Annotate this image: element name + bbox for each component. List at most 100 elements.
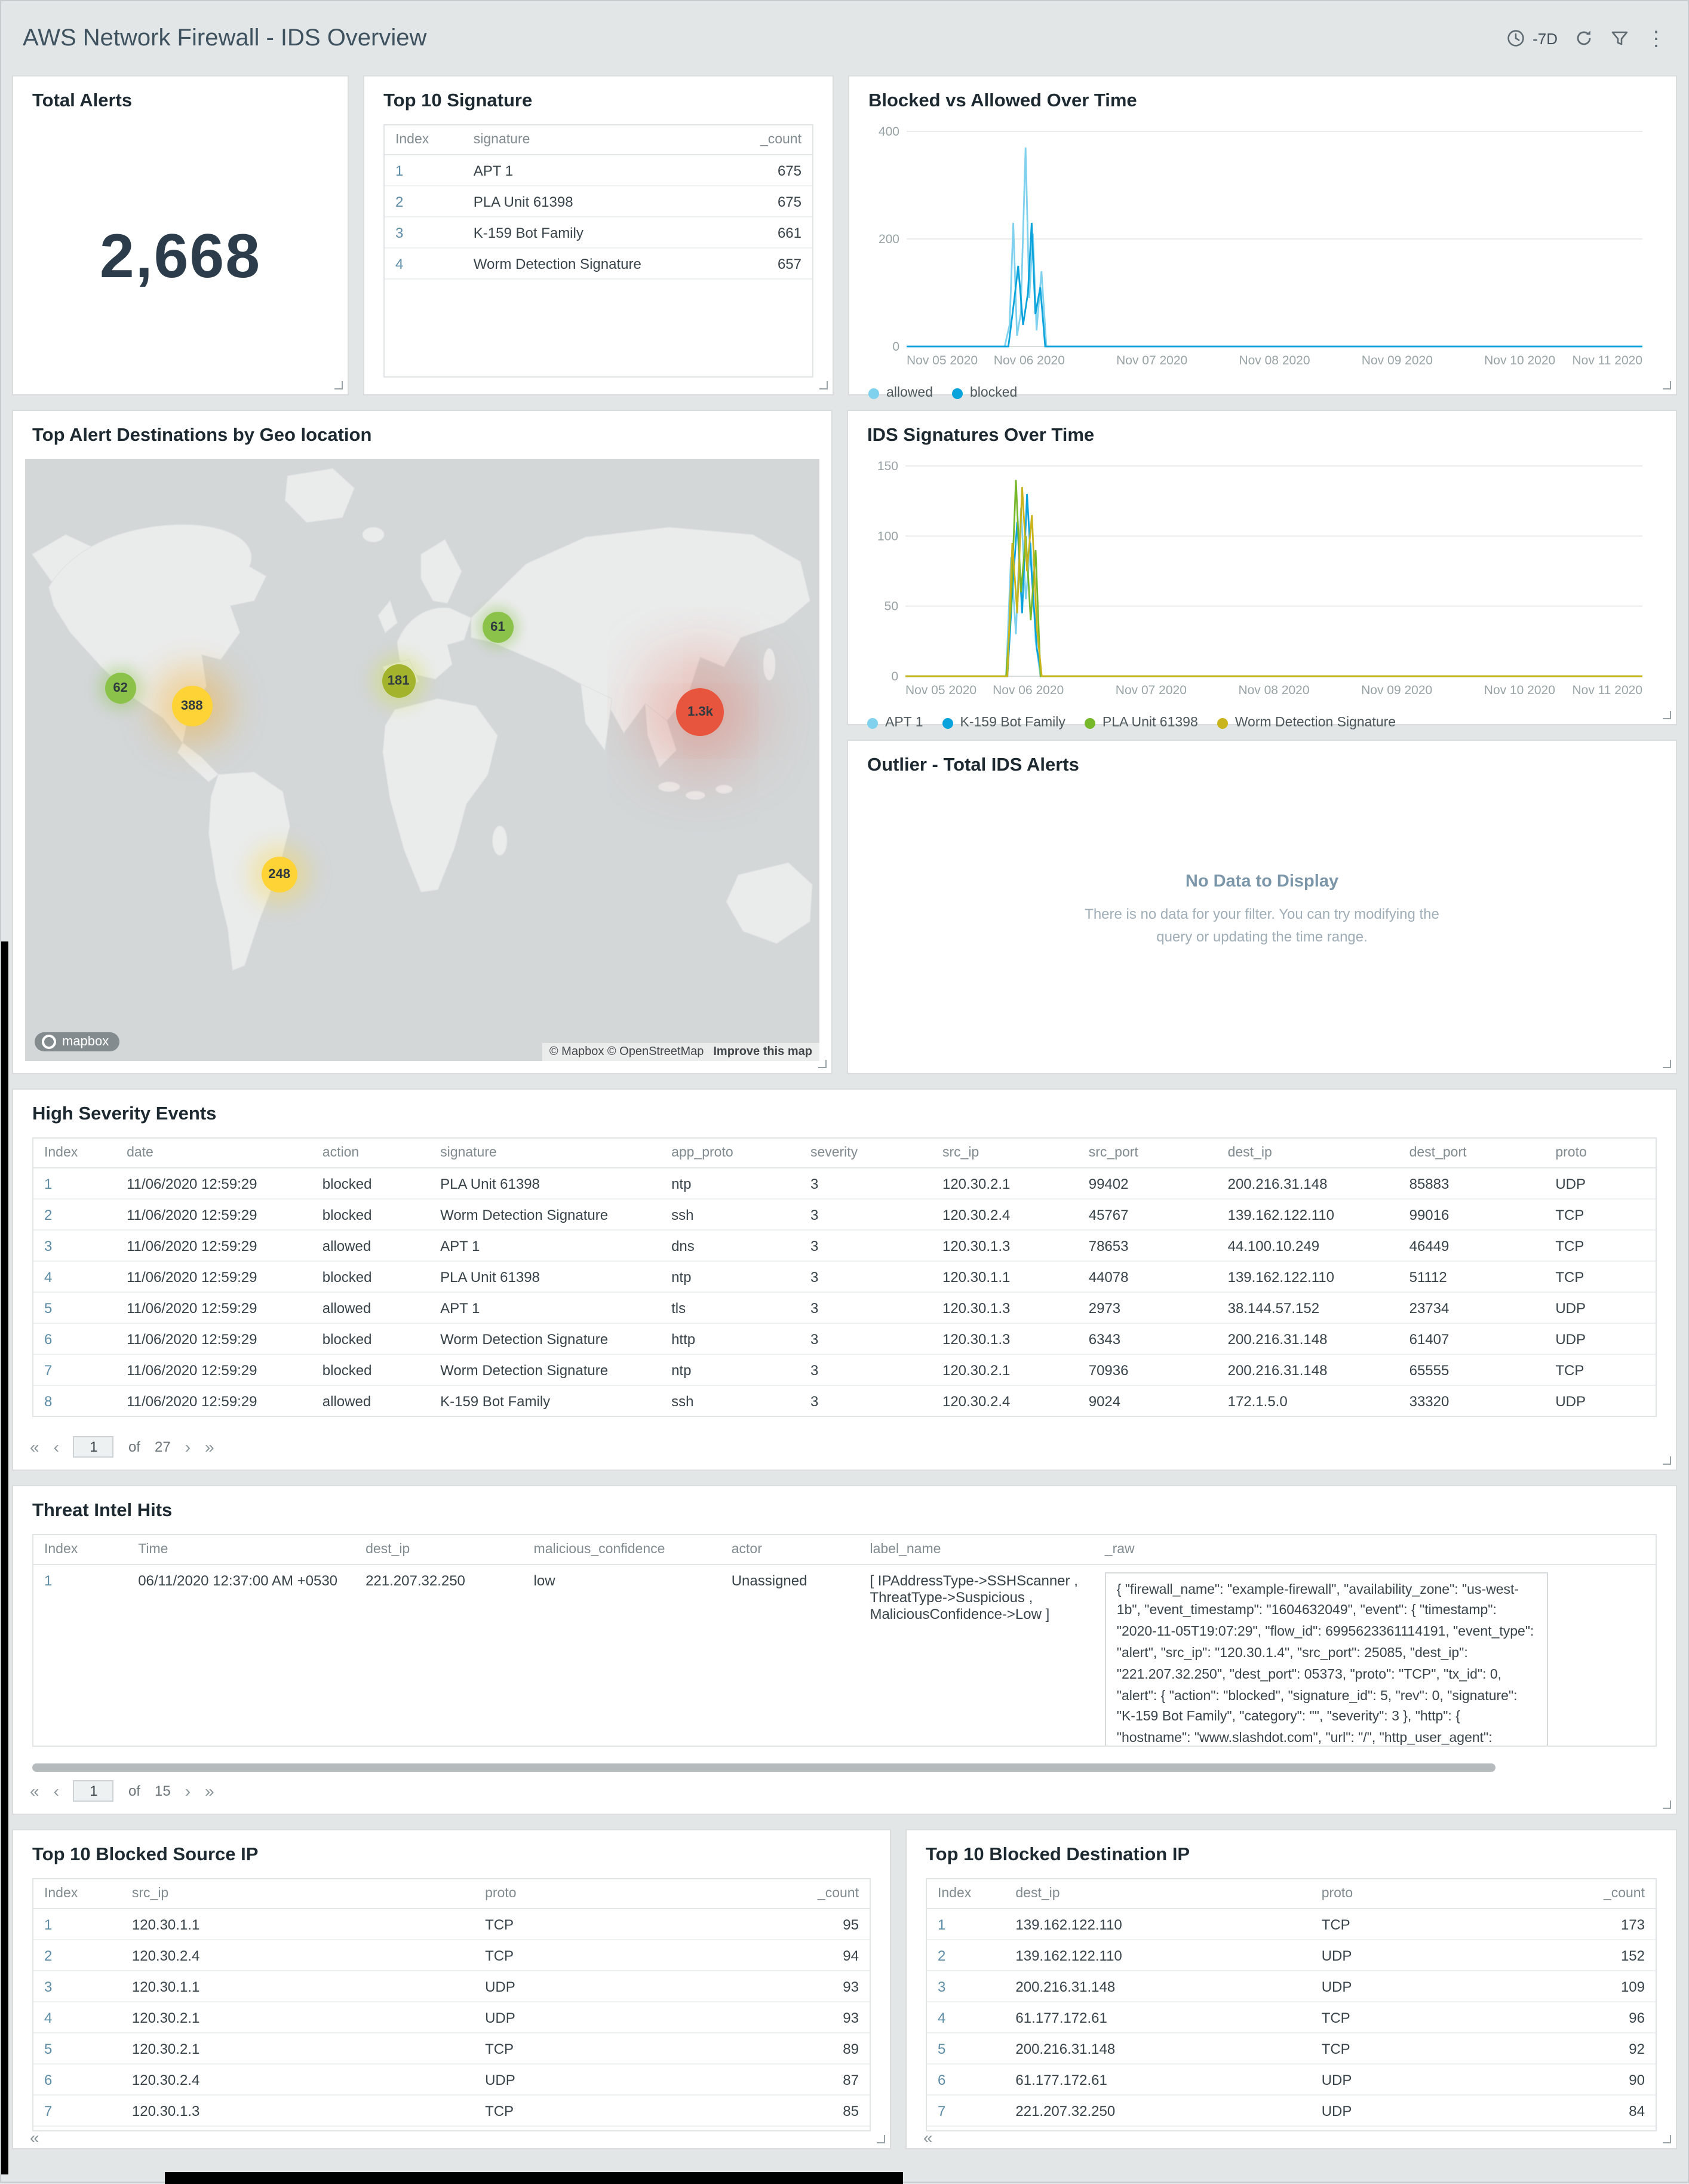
table-cell: 3 <box>799 1261 932 1293</box>
column-header[interactable]: severity <box>799 1139 932 1168</box>
geo-bubble[interactable]: 181 <box>382 664 416 698</box>
time-range-icon[interactable] <box>1506 29 1525 48</box>
table-cell: TCP <box>474 1940 699 1971</box>
map[interactable]: mapbox © Mapbox © OpenStreetMap Improve … <box>25 459 819 1061</box>
filter-icon[interactable] <box>1610 29 1629 48</box>
table-row: 4 120.30.2.1 UDP 93 <box>33 2002 870 2033</box>
time-range-label[interactable]: -7D <box>1533 29 1558 47</box>
table-cell: 139.162.122.110 <box>1005 1909 1311 1940</box>
legend-item[interactable]: allowed <box>868 386 933 400</box>
refresh-icon[interactable] <box>1574 29 1593 48</box>
table-cell: 99016 <box>1398 1199 1545 1231</box>
improve-map-link[interactable]: Improve this map <box>713 1045 812 1059</box>
column-header[interactable]: _count <box>698 1879 870 1909</box>
table-cell: 33320 <box>1398 1385 1545 1416</box>
panel-blocked-vs-allowed: Blocked vs Allowed Over Time 0 200 400 Nov … <box>848 75 1677 400</box>
legend-item[interactable]: blocked <box>952 386 1017 400</box>
table-cell: Worm Detection Signature <box>429 1323 661 1355</box>
page-title: AWS Network Firewall - IDS Overview <box>23 24 427 51</box>
legend-item[interactable]: PLA Unit 61398 <box>1084 716 1198 730</box>
first-page-button[interactable]: « <box>30 2128 39 2147</box>
column-header[interactable]: Index <box>33 1879 121 1909</box>
column-header[interactable]: proto <box>474 1879 699 1909</box>
first-page-button[interactable]: « <box>30 1437 39 1456</box>
table-cell: 44078 <box>1077 1261 1217 1293</box>
geo-bubble[interactable]: 61 <box>482 612 514 643</box>
column-header[interactable]: _count <box>1506 1879 1656 1909</box>
no-data-title: No Data to Display <box>1185 872 1339 891</box>
column-header[interactable]: app_proto <box>661 1139 800 1168</box>
svg-text:Nov 07 2020: Nov 07 2020 <box>1116 354 1187 367</box>
table-cell: UDP <box>1310 1971 1506 2002</box>
table-cell: TCP <box>1310 2033 1506 2065</box>
page-of-label: of <box>128 1438 140 1455</box>
table-cell: 9024 <box>1077 1385 1217 1416</box>
kebab-menu-icon[interactable]: ⋮ <box>1646 27 1666 50</box>
column-header[interactable]: dest_ip <box>355 1535 523 1565</box>
table-cell: 11/06/2020 12:59:29 <box>116 1168 312 1200</box>
table-cell: blocked <box>311 1323 430 1355</box>
geo-bubble[interactable]: 388 <box>171 685 213 726</box>
column-header[interactable]: src_port <box>1077 1139 1217 1168</box>
table-cell: dns <box>661 1230 800 1262</box>
panel-threat-intel: Threat Intel Hits Index Time dest_ip malici… <box>12 1485 1677 1815</box>
column-header[interactable]: label_name <box>859 1535 1094 1565</box>
page-of-label: of <box>128 1783 140 1799</box>
prev-page-button[interactable]: ‹ <box>53 1437 59 1456</box>
column-header[interactable]: dest_port <box>1398 1139 1545 1168</box>
table-cell: TCP <box>1310 1909 1506 1940</box>
first-page-button[interactable]: « <box>30 1781 39 1800</box>
column-header[interactable]: action <box>311 1139 430 1168</box>
panel-ids-signatures: IDS Signatures Over Time 0 50 100 150 Nov 05… <box>847 410 1677 730</box>
column-header[interactable]: dest_ip <box>1217 1139 1399 1168</box>
table-cell: 85 <box>698 2095 870 2127</box>
column-header[interactable]: Time <box>127 1535 355 1565</box>
table-cell: 3 <box>927 1971 1005 2002</box>
column-header[interactable]: Index <box>33 1139 116 1168</box>
column-header[interactable]: malicious_confidence <box>523 1535 721 1565</box>
current-page-input[interactable]: 1 <box>73 1780 114 1802</box>
next-page-button[interactable]: › <box>185 1781 191 1800</box>
blocked-destination-table: Index dest_ip proto _count 1 139.162.122.110 T… <box>926 1878 1657 2131</box>
column-header[interactable]: date <box>116 1139 312 1168</box>
prev-page-button[interactable]: ‹ <box>53 1781 59 1800</box>
threat-intel-table: Index Time dest_ip malicious_confidence acto… <box>32 1534 1657 1747</box>
last-page-button[interactable]: » <box>205 1781 214 1800</box>
column-header[interactable]: Index <box>927 1879 1005 1909</box>
mapbox-logo[interactable]: mapbox <box>35 1032 120 1051</box>
table-cell: allowed <box>311 1385 430 1416</box>
table-cell: 96 <box>1506 2002 1656 2033</box>
column-header[interactable]: dest_ip <box>1005 1879 1311 1909</box>
column-header[interactable]: src_ip <box>931 1139 1078 1168</box>
first-page-button[interactable]: « <box>923 2128 933 2147</box>
ids-signatures-chart[interactable]: 0 50 100 150 Nov 05 2020 Nov 06 2020 Nov 07 20… <box>865 456 1659 706</box>
column-header[interactable]: proto <box>1544 1139 1656 1168</box>
geo-bubble[interactable]: 62 <box>105 672 136 704</box>
column-header[interactable]: src_ip <box>121 1879 475 1909</box>
blocked-allowed-chart[interactable]: 0 200 400 Nov 05 2020 Nov 06 2020 Nov 07 2020… <box>866 122 1659 376</box>
horizontal-scrollbar[interactable] <box>32 1763 1495 1772</box>
geo-bubble[interactable]: 248 <box>261 856 297 892</box>
column-header[interactable]: Index <box>385 125 463 155</box>
table-cell: TCP <box>1310 2002 1506 2033</box>
next-page-button[interactable]: › <box>185 1437 191 1456</box>
column-header[interactable]: _count <box>704 125 812 155</box>
geo-bubble[interactable]: 1.3k <box>676 688 724 736</box>
legend-item[interactable]: Worm Detection Signature <box>1217 716 1396 730</box>
column-header[interactable]: signature <box>462 125 705 155</box>
svg-text:Nov 05 2020: Nov 05 2020 <box>907 354 978 367</box>
current-page-input[interactable]: 1 <box>73 1436 114 1458</box>
column-header[interactable]: signature <box>429 1139 661 1168</box>
last-page-button[interactable]: » <box>205 1437 214 1456</box>
column-header[interactable]: proto <box>1310 1879 1506 1909</box>
legend-item[interactable]: K-159 Bot Family <box>942 716 1065 730</box>
column-header[interactable]: Index <box>33 1535 128 1565</box>
table-cell: 3 <box>799 1230 932 1262</box>
total-alerts-value: 2,668 <box>99 222 262 292</box>
column-header[interactable]: actor <box>720 1535 859 1565</box>
table-row: 3 120.30.1.1 UDP 93 <box>33 1971 870 2002</box>
legend-item[interactable]: APT 1 <box>867 716 923 730</box>
svg-text:100: 100 <box>877 529 898 543</box>
column-header[interactable]: _raw <box>1094 1535 1656 1565</box>
table-cell: 4 <box>33 1261 116 1293</box>
